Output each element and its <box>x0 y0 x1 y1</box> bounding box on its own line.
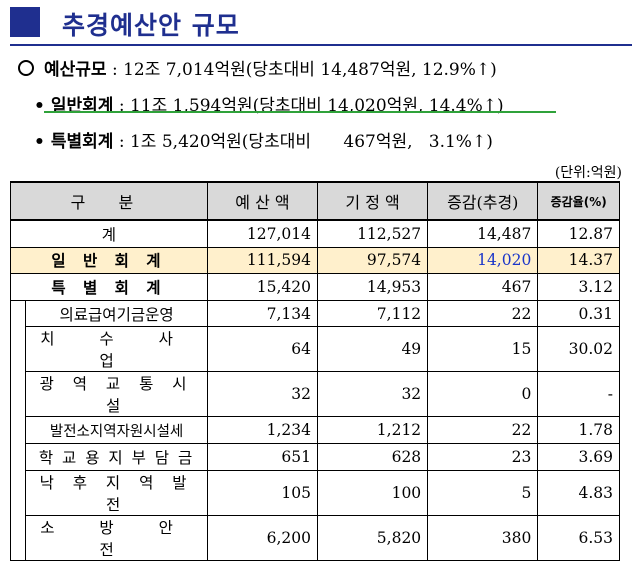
cell-budget: 127,014 <box>206 219 319 248</box>
cell-budget: 32 <box>206 371 319 418</box>
row-label: 계 <box>10 219 208 248</box>
cell-base: 49 <box>317 326 429 373</box>
summary-general-label: 일반회계 <box>50 96 114 116</box>
row-label: 특 별 회 계 <box>10 273 208 301</box>
cell-rate: 12.87 <box>537 219 620 248</box>
budget-table: 구 분 예 산 액 기 정 액 증감(추경) 증감율(%) 계 127,014 … <box>9 181 620 561</box>
cell-base: 7,112 <box>317 299 429 328</box>
summary-budget-label: 예산규모 <box>44 60 107 80</box>
row-label: 치 수 사 업 <box>25 326 208 373</box>
cell-diff: 22 <box>427 299 539 328</box>
cell-rate: 3.12 <box>537 273 620 301</box>
table-row: 치 수 사 업 64 49 15 30.02 <box>9 326 620 373</box>
row-label: 광 역 교 통 시 설 <box>25 371 208 418</box>
cell-budget: 7,134 <box>206 299 319 328</box>
table-row-general: 일 반 회 계 111,594 97,574 14,020 14.37 <box>10 246 620 275</box>
cell-diff: 15 <box>427 326 539 373</box>
cell-diff: 22 <box>427 416 539 444</box>
general-underline <box>44 111 556 113</box>
cell-rate: 4.83 <box>537 469 620 516</box>
table-row-special: 특 별 회 계 15,420 14,953 467 3.12 <box>10 273 620 301</box>
cell-budget: 651 <box>206 442 319 471</box>
row-label: 의료급여기금운영 <box>25 299 208 328</box>
circle-bullet-icon <box>18 60 34 76</box>
cell-base: 1,212 <box>317 416 429 444</box>
header-budget: 예 산 액 <box>206 181 319 221</box>
dot-bullet-icon: • <box>34 96 45 116</box>
table-row: 광 역 교 통 시 설 32 32 0 - <box>9 371 620 418</box>
cell-base: 32 <box>317 371 429 418</box>
cell-budget: 64 <box>206 326 319 373</box>
header-rate: 증감율(%) <box>537 181 620 221</box>
cell-diff: 23 <box>427 442 539 471</box>
summary-budget-detail: (당초대비 14,487억원, 12.9%↑) <box>245 60 497 80</box>
cell-rate: 6.53 <box>537 514 620 561</box>
cell-rate: 0.31 <box>537 299 620 328</box>
cell-base: 14,953 <box>317 273 429 301</box>
cell-base: 5,820 <box>317 514 429 561</box>
title-bar: 추경예산안 규모 <box>10 4 632 46</box>
summary-special-detail: (당초대비 467억원, 3.1%↑) <box>241 132 493 152</box>
cell-rate: 3.69 <box>537 442 620 471</box>
cell-diff: 0 <box>427 371 539 418</box>
cell-budget: 6,200 <box>206 514 319 561</box>
table-row: 학 교 용 지 부 담 금 651 628 23 3.69 <box>9 442 620 471</box>
row-label: 소 방 안 전 <box>25 514 208 561</box>
cell-rate: 1.78 <box>537 416 620 444</box>
row-label: 일 반 회 계 <box>10 246 208 275</box>
cell-base: 628 <box>317 442 429 471</box>
table-row-total: 계 127,014 112,527 14,487 12.87 <box>10 219 620 248</box>
header-base: 기 정 액 <box>317 181 429 221</box>
row-label: 발전소지역자원시설세 <box>25 416 208 444</box>
header-category: 구 분 <box>10 181 208 221</box>
summary-budget-amount: 12조 7,014억원 <box>123 60 246 80</box>
row-label: 학 교 용 지 부 담 금 <box>25 442 208 471</box>
cell-budget: 15,420 <box>206 273 319 301</box>
cell-budget: 111,594 <box>206 246 319 275</box>
title-divider <box>10 44 632 46</box>
row-label: 낙 후 지 역 발 전 <box>25 469 208 516</box>
page-title: 추경예산안 규모 <box>62 11 240 40</box>
cell-rate: 14.37 <box>537 246 620 275</box>
cell-rate: 30.02 <box>537 326 620 373</box>
cell-base: 100 <box>317 469 429 516</box>
table-row: 낙 후 지 역 발 전 105 100 5 4.83 <box>9 469 620 516</box>
table-row: 의료급여기금운영 7,134 7,112 22 0.31 <box>9 299 620 328</box>
dot-bullet-icon: • <box>34 132 45 152</box>
summary-special-label: 특별회계 <box>50 132 114 152</box>
cell-diff: 14,487 <box>427 219 539 248</box>
table-row: 발전소지역자원시설세 1,234 1,212 22 1.78 <box>9 416 620 444</box>
cell-diff: 14,020 <box>427 246 539 275</box>
summary-special-amount: 1조 5,420억원 <box>129 132 242 152</box>
unit-label: (단위:억원) <box>554 165 622 181</box>
cell-base: 112,527 <box>317 219 429 248</box>
cell-diff: 467 <box>427 273 539 301</box>
table-header-row: 구 분 예 산 액 기 정 액 증감(추경) 증감율(%) <box>10 181 620 221</box>
cell-budget: 105 <box>206 469 319 516</box>
title-square-icon <box>10 7 40 37</box>
cell-diff: 5 <box>427 469 539 516</box>
cell-base: 97,574 <box>317 246 429 275</box>
cell-rate: - <box>537 371 620 418</box>
cell-budget: 1,234 <box>206 416 319 444</box>
summary-general-amount: 11조 1,594억원 <box>129 96 253 116</box>
summary-special: • 특별회계 : 1조 5,420억원(당초대비 467억원, 3.1%↑) <box>34 132 493 152</box>
summary-general-detail: (당초대비 14,020억원, 14.4%↑) <box>252 96 504 116</box>
table-row: 소 방 안 전 6,200 5,820 380 6.53 <box>9 514 620 561</box>
summary-budget: 예산규모 : 12조 7,014억원(당초대비 14,487억원, 12.9%↑… <box>18 55 497 80</box>
cell-diff: 380 <box>427 514 539 561</box>
header-diff: 증감(추경) <box>427 181 539 221</box>
